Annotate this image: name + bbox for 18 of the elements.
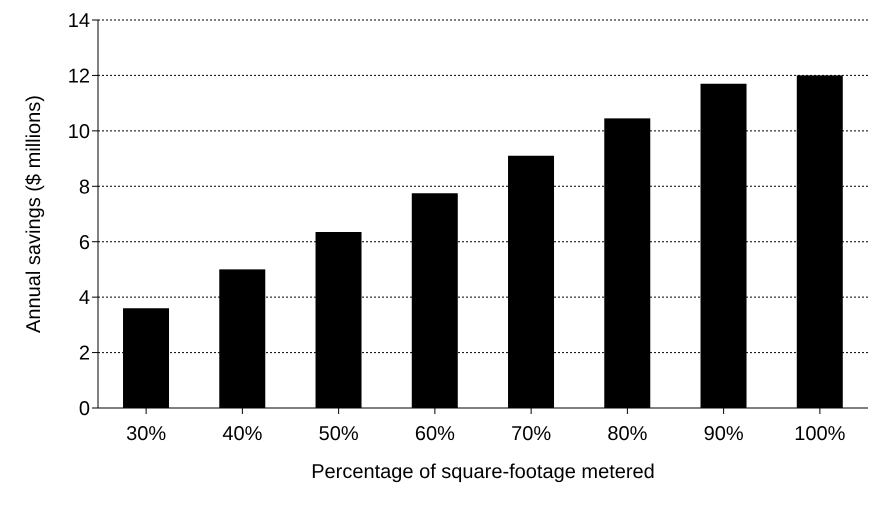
y-tick-label: 12 [68, 66, 90, 88]
x-axis-title: Percentage of square-footage metered [311, 461, 655, 483]
x-tick-label: 50% [318, 423, 359, 446]
y-tick-label: 6 [78, 232, 90, 254]
x-tick-label: 70% [511, 423, 552, 446]
x-tick-label: 80% [607, 423, 648, 446]
y-tick-label: 2 [78, 342, 90, 365]
y-tick-label: 10 [68, 120, 90, 143]
x-tick-label: 90% [704, 423, 744, 446]
x-tick-label: 100% [794, 423, 846, 446]
x-tick-label: 60% [414, 423, 456, 446]
y-tick-label: 0 [78, 398, 90, 420]
y-axis-title: Annual savings ($ millions) [23, 95, 46, 333]
y-tick-label: 8 [78, 176, 90, 198]
y-tick-label: 4 [78, 287, 90, 310]
x-tick-label: 30% [126, 423, 166, 446]
y-tick-label: 14 [68, 10, 90, 32]
x-tick-label: 40% [222, 423, 263, 446]
